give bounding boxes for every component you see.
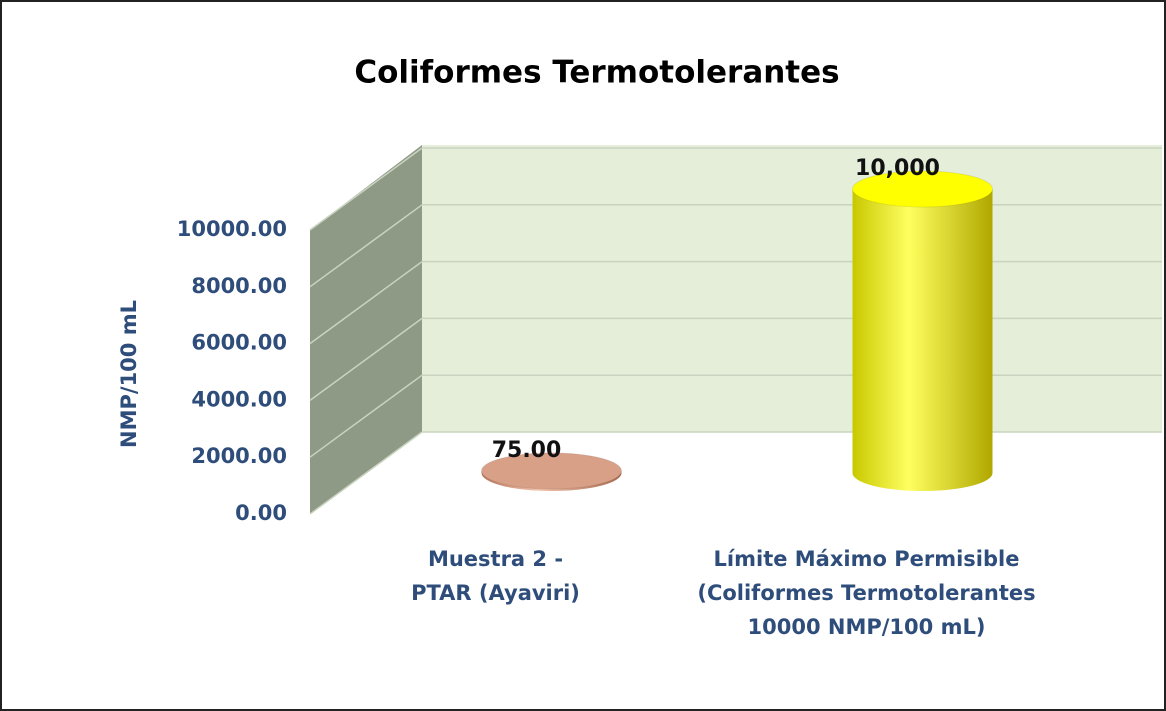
x-tick-label: Límite Máximo Permisible (Coliformes Ter… [697, 547, 1051, 639]
cylinder-top [481, 452, 622, 490]
grid-line [309, 374, 423, 458]
y-axis-label: NMP/100 mL [117, 300, 141, 448]
cylinder-body [852, 189, 993, 473]
y-tick-label: 6000.00 [191, 331, 287, 355]
cylinder-top [852, 170, 993, 208]
y-tick-label: 10000.00 [177, 217, 287, 241]
y-tick-label: 4000.00 [191, 387, 287, 411]
grid-line [309, 431, 423, 515]
grid-line [309, 317, 423, 402]
side-wall [310, 145, 422, 514]
value-label: 75.00 [492, 438, 562, 463]
grid-line [309, 260, 423, 345]
value-label: 10,000 [855, 156, 940, 181]
grid-line [309, 147, 423, 231]
y-tick-label: 0.00 [235, 501, 287, 525]
chart-title: Coliformes Termotolerantes [354, 55, 839, 91]
grid-line [309, 204, 423, 288]
y-tick-label: 2000.00 [191, 444, 287, 468]
back-wall [422, 145, 1162, 432]
x-tick-label: Muestra 2 - PTAR (Ayaviri) [411, 547, 580, 605]
y-tick-label: 8000.00 [191, 274, 287, 298]
